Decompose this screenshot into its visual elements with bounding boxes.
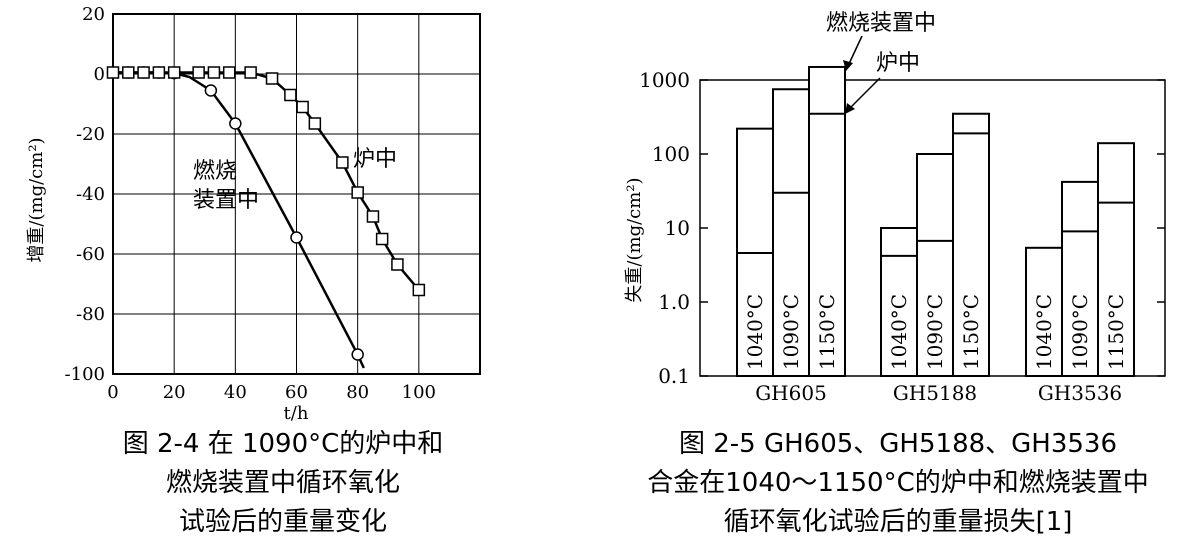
bar-GH5188-0 <box>880 227 918 377</box>
furnace-square-marker <box>366 210 380 223</box>
right-bars: 1040°C 1090°C 1150°C 1040°C 1090°C 1150°C 1040… <box>736 65 1135 378</box>
bar-temperature-label: 1150°C <box>815 294 839 370</box>
bar-GH5188-1 <box>916 153 954 377</box>
furnace-square-marker <box>137 66 150 79</box>
left-series-line-burner <box>113 71 365 369</box>
right-group-labels: GH605 GH5188 GH3536 <box>755 381 1122 405</box>
annotation-burner-arrowhead <box>843 60 853 71</box>
weight-change-line-chart: 0 20 40 60 80 100 20 0 -20 -40 -60 -80 -100 t/h 增重/… <box>26 4 481 537</box>
right-y-axis-label: 失重/(mg/cm²) <box>624 177 645 302</box>
group-label-GH3536: GH3536 <box>1038 381 1122 405</box>
left-x-tick-label: 20 <box>163 382 186 403</box>
right-y-tick-label: 1000 <box>639 68 690 92</box>
right-y-tick-label: 10 <box>665 216 690 240</box>
furnace-square-marker <box>265 72 279 85</box>
burner-circle-marker <box>204 84 218 97</box>
left-x-tick-label: 40 <box>224 382 247 403</box>
annotation-furnace-arrow <box>847 77 881 111</box>
furnace-square-marker <box>207 66 221 79</box>
left-x-tick-label: 60 <box>285 382 308 403</box>
left-caption-line3: 试验后的重量变化 <box>179 507 387 537</box>
bar-temperature-label: 1150°C <box>1104 294 1128 370</box>
series-label-burner-line1: 燃烧 <box>193 159 237 184</box>
furnace-square-marker <box>192 66 205 79</box>
bar-GH605-2 <box>808 65 846 378</box>
furnace-square-marker <box>222 66 236 79</box>
left-x-ticks: 0 20 40 60 80 100 <box>107 382 436 403</box>
left-x-tick-label: 100 <box>402 382 436 403</box>
burner-circle-marker <box>229 117 242 130</box>
furnace-square-marker <box>351 186 364 199</box>
bar-temperature-label: 1090°C <box>923 294 947 370</box>
left-y-tick-label: 0 <box>94 64 105 85</box>
burner-circle-marker <box>351 348 364 361</box>
furnace-square-marker <box>375 232 389 246</box>
furnace-square-marker <box>391 258 404 271</box>
furnace-square-marker <box>336 156 349 169</box>
bar-GH3536-0 <box>1025 246 1063 377</box>
left-y-tick-label: 20 <box>82 4 105 25</box>
annotation-furnace-arrowhead <box>845 103 855 114</box>
furnace-square-marker <box>167 66 181 79</box>
right-y-ticks: 1000 100 10 1.0 0.1 <box>639 68 1165 388</box>
right-caption-line2: 合金在1040～1150°C的炉中和燃烧装置中 <box>647 468 1149 498</box>
left-x-tick-label: 80 <box>346 382 369 403</box>
bar-GH3536-2 <box>1097 142 1135 377</box>
annotation-burner: 燃烧装置中 <box>826 11 936 36</box>
burner-circle-marker <box>290 231 303 244</box>
furnace-square-marker <box>244 66 257 79</box>
left-x-tick-label: 0 <box>107 382 118 403</box>
left-series-markers <box>106 66 426 361</box>
bar-temperature-label: 1040°C <box>1032 294 1056 370</box>
bar-GH605-1 <box>772 88 810 378</box>
furnace-square-marker <box>152 66 166 79</box>
left-y-ticks: 20 0 -20 -40 -60 -80 -100 <box>65 4 105 385</box>
left-y-axis-label: 增重/(mg/cm²) <box>26 137 47 262</box>
left-caption-line2: 燃烧装置中循环氧化 <box>166 468 400 498</box>
bar-temperature-label: 1090°C <box>779 294 803 370</box>
annotation-burner-arrow <box>847 35 863 67</box>
right-y-tick-label: 1.0 <box>658 290 690 314</box>
bar-temperature-label: 1090°C <box>1068 294 1092 370</box>
bar-GH3536-1 <box>1061 180 1099 377</box>
group-label-GH605: GH605 <box>755 381 827 405</box>
annotation-furnace: 炉中 <box>876 51 920 76</box>
furnace-square-marker <box>412 283 426 297</box>
left-x-axis-label: t/h <box>284 403 309 424</box>
right-caption-line3: 循环氧化试验后的重量损失[1] <box>724 507 1073 537</box>
furnace-square-marker <box>284 88 297 102</box>
group-label-GH5188: GH5188 <box>893 381 977 405</box>
furnace-square-marker <box>308 117 322 130</box>
series-label-burner-line2: 装置中 <box>193 188 259 213</box>
left-y-tick-label: -80 <box>76 304 105 325</box>
furnace-square-marker <box>106 66 120 79</box>
right-y-tick-label: 100 <box>652 142 690 166</box>
bar-temperature-label: 1040°C <box>887 294 911 370</box>
series-label-furnace: 炉中 <box>353 147 397 172</box>
bar-temperature-label: 1150°C <box>959 294 983 370</box>
left-y-tick-label: -40 <box>76 184 105 205</box>
right-y-tick-label: 0.1 <box>658 364 690 388</box>
left-y-tick-label: -100 <box>65 364 105 385</box>
left-caption-line1: 图 2-4 在 1090°C的炉中和 <box>123 429 444 459</box>
bar-temperature-label: 1040°C <box>743 294 767 370</box>
left-y-tick-label: -60 <box>76 244 105 265</box>
bar-GH5188-2 <box>952 112 990 378</box>
furnace-square-marker <box>296 100 309 114</box>
left-plot-frame <box>112 13 481 375</box>
furnace-square-marker <box>122 66 135 79</box>
left-y-tick-label: -20 <box>76 124 105 145</box>
right-caption-line1: 图 2-5 GH605、GH5188、GH3536 <box>679 429 1117 459</box>
